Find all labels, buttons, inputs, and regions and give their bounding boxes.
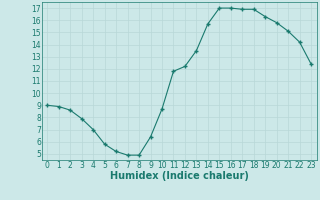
X-axis label: Humidex (Indice chaleur): Humidex (Indice chaleur): [110, 171, 249, 181]
